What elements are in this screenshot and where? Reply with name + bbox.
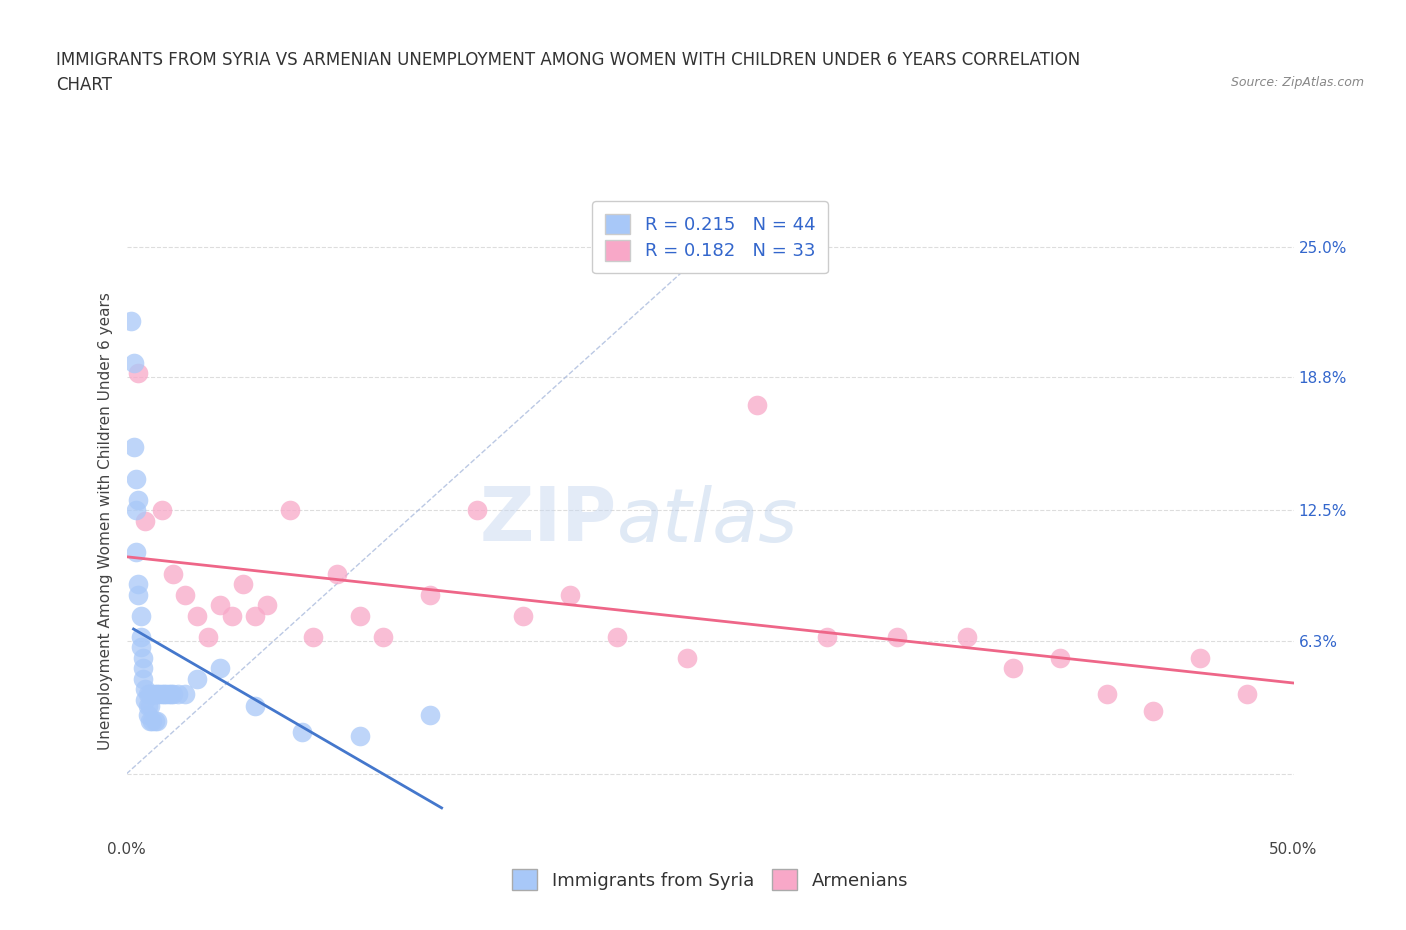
Point [256, 598, 278, 613]
Point [125, 472, 148, 486]
Point [132, 661, 155, 676]
Point [186, 608, 208, 623]
Point [956, 630, 979, 644]
Point [134, 693, 156, 708]
Point [302, 630, 325, 644]
Point [139, 698, 162, 713]
Point [606, 630, 628, 644]
Point [127, 577, 149, 591]
Point [141, 686, 163, 701]
Point [160, 686, 183, 701]
Point [221, 608, 243, 623]
Point [1002, 661, 1025, 676]
Point [886, 630, 908, 644]
Point [197, 630, 219, 644]
Point [129, 608, 152, 623]
Point [134, 682, 156, 697]
Point [174, 686, 197, 701]
Point [325, 566, 347, 581]
Point [208, 598, 231, 613]
Point [349, 728, 371, 743]
Point [143, 713, 166, 728]
Point [146, 713, 169, 728]
Point [134, 513, 156, 528]
Point [132, 650, 155, 665]
Point [127, 492, 149, 507]
Point [143, 686, 166, 701]
Text: CHART: CHART [56, 76, 112, 94]
Point [136, 686, 159, 701]
Point [139, 713, 162, 728]
Point [419, 708, 441, 723]
Text: atlas: atlas [617, 485, 799, 557]
Point [122, 440, 145, 455]
Point [208, 661, 231, 676]
Point [125, 545, 148, 560]
Point [243, 608, 266, 623]
Point [127, 365, 149, 380]
Point [675, 650, 697, 665]
Point [136, 708, 159, 723]
Point [150, 503, 173, 518]
Point [1049, 650, 1071, 665]
Point [290, 724, 312, 739]
Text: Source: ZipAtlas.com: Source: ZipAtlas.com [1230, 76, 1364, 89]
Point [1236, 686, 1258, 701]
Point [1095, 686, 1118, 701]
Point [349, 608, 371, 623]
Point [162, 566, 184, 581]
Point [465, 503, 488, 518]
Text: ZIP: ZIP [479, 485, 617, 557]
Point [150, 686, 173, 701]
Point [815, 630, 838, 644]
Point [167, 686, 190, 701]
Point [419, 587, 441, 602]
Point [153, 686, 176, 701]
Point [129, 640, 152, 655]
Point [136, 698, 159, 713]
Point [148, 686, 170, 701]
Point [120, 313, 142, 328]
Point [139, 686, 162, 701]
Point [174, 587, 197, 602]
Point [558, 587, 581, 602]
Point [122, 355, 145, 370]
Point [243, 698, 266, 713]
Legend: Immigrants from Syria, Armenians: Immigrants from Syria, Armenians [505, 862, 915, 897]
Text: IMMIGRANTS FROM SYRIA VS ARMENIAN UNEMPLOYMENT AMONG WOMEN WITH CHILDREN UNDER 6: IMMIGRANTS FROM SYRIA VS ARMENIAN UNEMPL… [56, 51, 1080, 69]
Point [512, 608, 534, 623]
Point [125, 503, 148, 518]
Point [146, 686, 169, 701]
Point [1142, 703, 1164, 718]
Point [141, 713, 163, 728]
Point [232, 577, 254, 591]
Point [1189, 650, 1212, 665]
Y-axis label: Unemployment Among Women with Children Under 6 years: Unemployment Among Women with Children U… [98, 292, 114, 750]
Point [186, 671, 208, 686]
Point [278, 503, 301, 518]
Point [132, 671, 155, 686]
Point [155, 686, 177, 701]
Point [745, 397, 768, 412]
Point [157, 686, 180, 701]
Point [127, 587, 149, 602]
Point [129, 630, 152, 644]
Point [373, 630, 395, 644]
Point [162, 686, 184, 701]
